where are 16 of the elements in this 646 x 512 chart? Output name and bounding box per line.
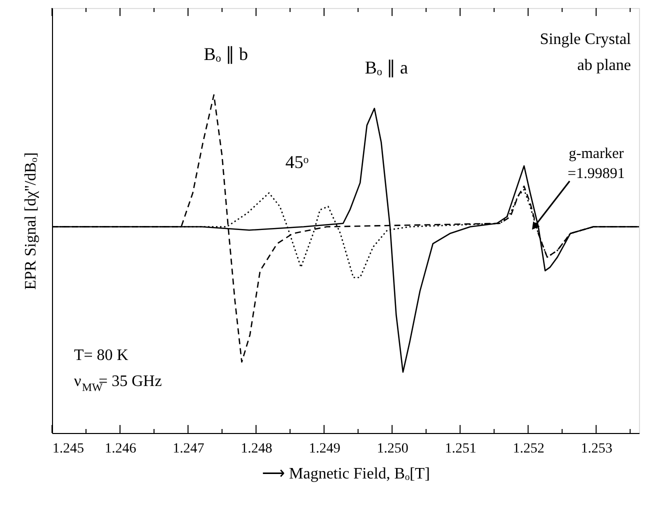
series-label: Bₒ ∥ b bbox=[204, 44, 248, 64]
series-label: Bₒ ∥ a bbox=[364, 57, 408, 78]
x-tick-label: 1.250 bbox=[376, 442, 408, 456]
x-tick-label: 1.247 bbox=[172, 442, 204, 456]
text: Single Crystal ab plane bbox=[540, 31, 632, 74]
x-tick-label: 1.251 bbox=[444, 442, 476, 456]
series-label: 45ᵒ bbox=[285, 152, 309, 172]
x-tick-label: 1.245 bbox=[52, 442, 84, 456]
x-tick-label: 1.246 bbox=[104, 442, 136, 456]
x-tick-label: 1.248 bbox=[240, 442, 272, 456]
annotation: g-marker =1.99891 bbox=[568, 146, 625, 182]
y-axis-title: EPR Signal [dχ''/dBₒ] bbox=[22, 152, 40, 290]
x-tick-label: 1.253 bbox=[580, 442, 612, 456]
x-tick-label: 1.252 bbox=[512, 442, 544, 456]
x-axis-title: ⟶ Magnetic Field, Bₒ[T] bbox=[262, 466, 430, 482]
x-tick-label: 1.249 bbox=[308, 442, 340, 456]
